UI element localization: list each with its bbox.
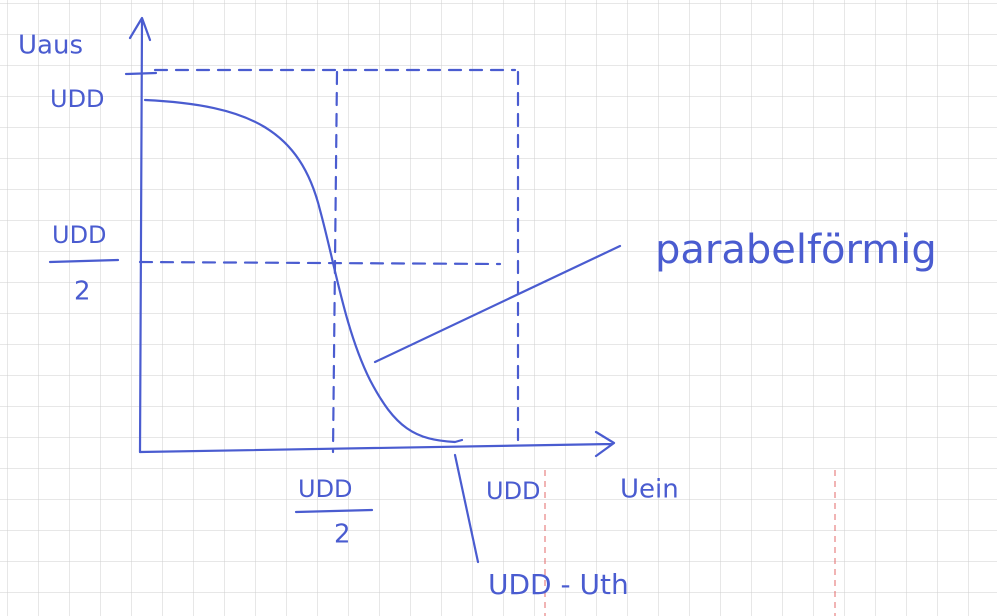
x-mark: UDD (486, 477, 541, 505)
x-mark: 2 (334, 520, 351, 550)
y-mark: UDD (52, 221, 107, 249)
tick (126, 73, 156, 74)
annotation: parabelförmig (655, 227, 937, 273)
x-mark: UDD - Uth (488, 568, 629, 601)
diagram: Uaus UDD UDD 2 parabelförmig UDD 2 UDD U… (0, 0, 997, 616)
x-axis-label: Uein (620, 475, 679, 505)
y-mark: 2 (74, 277, 91, 307)
x-mark: UDD (298, 475, 353, 503)
y-mark: UDD (50, 85, 105, 113)
y-axis-label: Uaus (18, 31, 83, 61)
grid-paper (0, 0, 997, 616)
